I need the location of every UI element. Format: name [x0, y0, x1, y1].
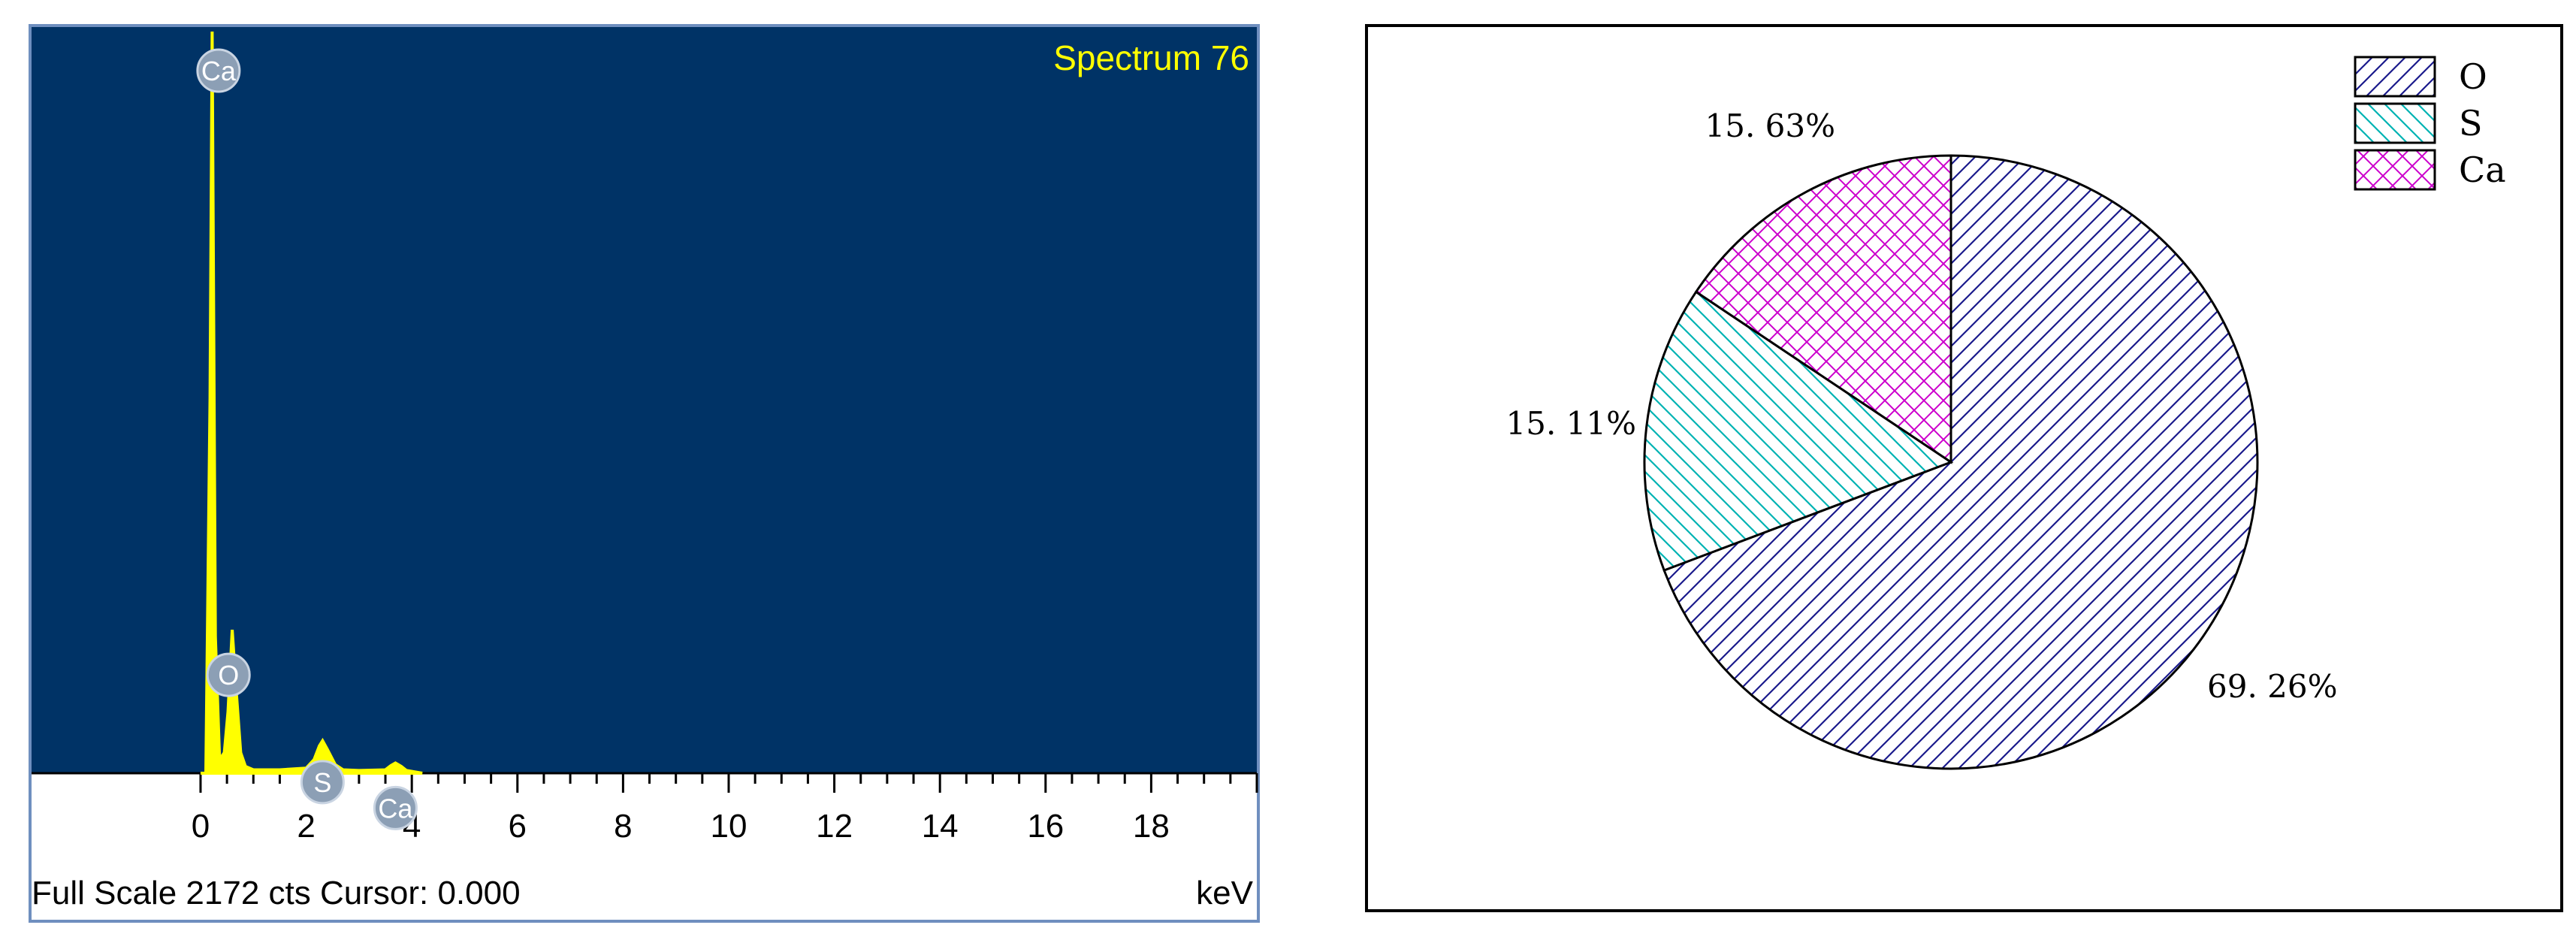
spectrum-tick-label: 12	[816, 808, 853, 845]
spectrum-peak-marker: S	[300, 760, 345, 805]
pie-slice-label: 15. 11%	[1506, 405, 1637, 442]
spectrum-tick-label: 10	[711, 808, 747, 845]
pie-slice-s	[1643, 290, 1954, 572]
spectrum-peak-marker: O	[206, 652, 251, 697]
spectrum-footer: Full Scale 2172 cts Cursor: 0.000	[32, 875, 521, 911]
spectrum-plot-area	[32, 27, 1257, 773]
spectrum-tick-label: 0	[192, 808, 210, 845]
legend-label: O	[2459, 56, 2487, 97]
spectrum-tick-labels: 0 2 4 6 8 10 12 14 16 18	[192, 808, 1170, 845]
legend-swatch-ca	[2354, 149, 2436, 191]
spectrum-x-label: keV	[1196, 875, 1253, 911]
pie-slice-ca	[1694, 154, 1952, 464]
peak-marker-label: Ca	[378, 793, 413, 824]
legend-label: S	[2459, 103, 2483, 144]
pie-slices	[1643, 154, 2259, 770]
spectrum-tick-label: 6	[509, 808, 527, 845]
legend-label: Ca	[2459, 150, 2506, 190]
pie-slice-labels: 69. 26% 15. 11% 15. 63%	[1506, 107, 2338, 705]
spectrum-tick-label: 2	[297, 808, 315, 845]
spectrum-tick-label: 16	[1027, 808, 1064, 845]
spectrum-peak-markers: Ca O S Ca	[196, 48, 418, 830]
peak-marker-label: Ca	[201, 56, 237, 86]
pie-legend: OS Ca	[2354, 56, 2506, 191]
peak-marker-circle	[373, 785, 418, 830]
spectrum-peak-marker: Ca	[196, 48, 241, 93]
legend-swatch-s	[2354, 102, 2436, 144]
peak-marker-circle	[206, 652, 251, 697]
pie-slice-label: 69. 26%	[2207, 668, 2338, 705]
legend-swatch-o	[2354, 56, 2436, 98]
pie-slice-label: 15. 63%	[1705, 107, 1836, 144]
peak-marker-circle	[196, 48, 241, 93]
peak-marker-label: O	[218, 660, 239, 691]
spectrum-tick-label: 8	[614, 808, 632, 845]
spectrum-tick-label: 14	[922, 808, 959, 845]
peak-marker-circle	[300, 760, 345, 805]
spectrum-peak-marker: Ca	[373, 785, 418, 830]
spectrum-tick-label: 18	[1133, 808, 1170, 845]
spectrum-title: Spectrum 76	[1053, 38, 1249, 77]
pie-slice-o	[1662, 154, 2259, 770]
pie-panel: 69. 26% 15. 11% 15. 63% OS Ca	[1365, 24, 2563, 912]
peak-marker-label: S	[313, 767, 331, 798]
